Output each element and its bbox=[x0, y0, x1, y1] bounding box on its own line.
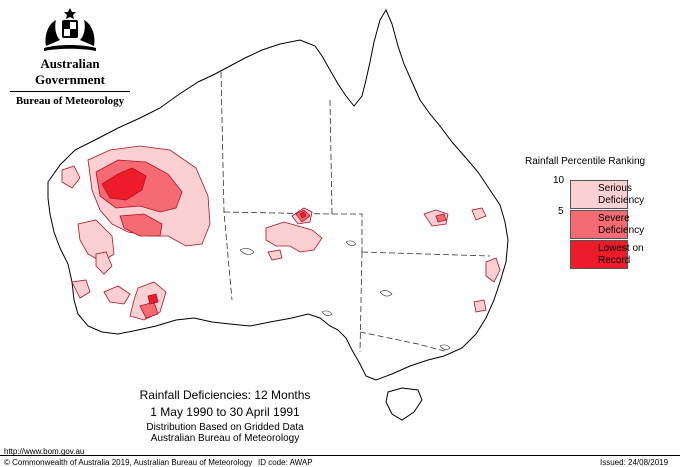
legend-label-line: Serious bbox=[598, 183, 632, 194]
legend-label-serious: Serious Deficiency bbox=[598, 183, 666, 207]
serious-deficiency-area bbox=[471, 207, 487, 221]
map-period: 1 May 1990 to 30 April 1991 bbox=[150, 405, 300, 419]
map-title: Rainfall Deficiencies: 12 Months bbox=[139, 388, 311, 402]
legend-label-line: Lowest on bbox=[598, 243, 644, 254]
issued-date: Issued: 24/08/2019 bbox=[600, 458, 669, 467]
legend-label-line: Deficiency bbox=[598, 195, 645, 206]
legend-swatch-severe bbox=[570, 210, 628, 239]
id-code: ID code: AWAP bbox=[258, 458, 313, 467]
map-title-block: Rainfall Deficiencies: 12 Months 1 May 1… bbox=[130, 388, 320, 444]
tasmania-outline bbox=[385, 387, 423, 421]
lowest-on-record-area bbox=[101, 167, 147, 201]
government-name: Australian Government bbox=[34, 56, 106, 87]
severe-deficiency-area bbox=[119, 213, 163, 237]
legend-label-lowest: Lowest on Record bbox=[598, 243, 666, 267]
legend-label-line: Record bbox=[598, 255, 631, 266]
border-nsw-vic bbox=[359, 331, 449, 353]
deficiency-regions-east bbox=[265, 207, 501, 313]
contour-line bbox=[321, 310, 333, 316]
minor-contours bbox=[239, 240, 451, 350]
government-logo: Australian Government Bureau of Meteorol… bbox=[8, 6, 132, 107]
australia-mainland-outline bbox=[47, 8, 509, 381]
serious-deficiency-area bbox=[61, 165, 81, 189]
serious-deficiency-area bbox=[473, 299, 487, 313]
border-qld-nsw bbox=[361, 251, 491, 257]
logo-divider bbox=[10, 91, 130, 92]
border-sa-vic bbox=[359, 251, 363, 353]
serious-deficiency-area bbox=[265, 221, 323, 253]
legend-swatch-serious bbox=[570, 180, 628, 209]
serious-deficiency-area bbox=[71, 279, 91, 299]
contour-line bbox=[439, 344, 451, 350]
legend-label-severe: Severe Deficiency bbox=[598, 213, 666, 237]
serious-deficiency-area bbox=[95, 251, 113, 275]
coat-of-arms-icon bbox=[44, 8, 96, 51]
lowest-on-record-area bbox=[147, 293, 159, 305]
bureau-name: Bureau of Meteorology bbox=[15, 95, 125, 107]
footer-divider bbox=[0, 455, 680, 456]
legend-tick-10: 10 bbox=[553, 175, 565, 186]
legend-label-line: Deficiency bbox=[598, 225, 645, 236]
severe-deficiency-area bbox=[139, 301, 159, 319]
border-sa-qld-nsw bbox=[332, 213, 363, 252]
serious-deficiency-area bbox=[267, 249, 283, 261]
contour-line bbox=[345, 240, 357, 246]
serious-deficiency-area bbox=[103, 285, 131, 305]
state-borders bbox=[220, 71, 491, 353]
lowest-on-record-area bbox=[299, 211, 307, 219]
severe-deficiency-area bbox=[435, 213, 447, 223]
contour-line bbox=[239, 248, 255, 255]
map-method: Distribution Based on Gridded Data bbox=[146, 422, 304, 433]
serious-deficiency-area bbox=[423, 209, 449, 227]
serious-deficiency-area bbox=[485, 257, 501, 283]
legend-tick-5: 5 bbox=[558, 206, 564, 217]
legend-swatch-lowest bbox=[570, 240, 628, 269]
border-nt-qld bbox=[329, 99, 333, 215]
map-source: Australian Bureau of Meteorology bbox=[150, 433, 300, 444]
contour-line bbox=[379, 290, 393, 297]
copyright-text: © Commonwealth of Australia 2019, Austra… bbox=[4, 458, 253, 467]
legend-title: Rainfall Percentile Ranking bbox=[525, 156, 646, 167]
bom-url-link[interactable]: http://www.bom.gov.au bbox=[4, 447, 85, 456]
legend-label-line: Severe bbox=[598, 213, 630, 224]
deficiency-regions-wa bbox=[61, 145, 211, 321]
